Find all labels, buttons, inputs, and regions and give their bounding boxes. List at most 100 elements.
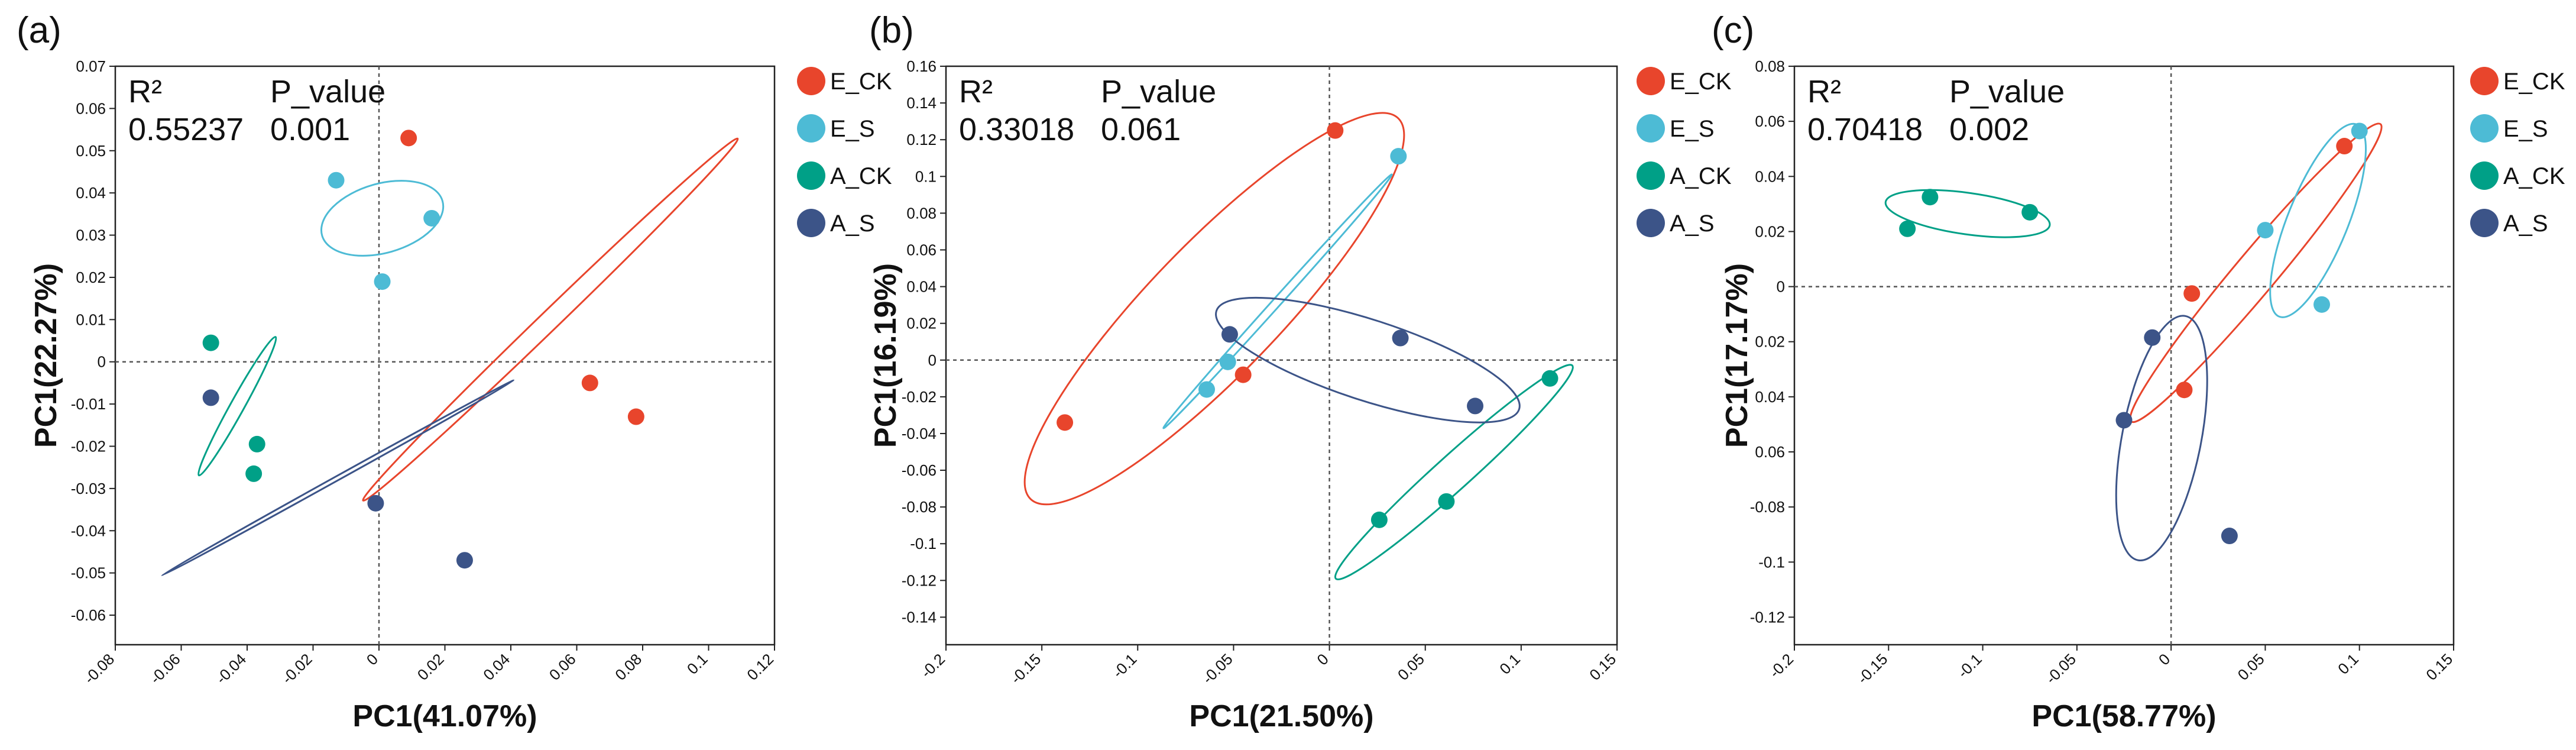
y-axis-title: PC1(17.17%) bbox=[1720, 263, 1754, 448]
r-squared-label: R² bbox=[128, 74, 162, 109]
p-value-value: 0.061 bbox=[1101, 112, 1181, 147]
data-point-a-s bbox=[202, 389, 219, 406]
y-tick-label: -0.05 bbox=[71, 564, 106, 582]
y-tick-label: 0.06 bbox=[76, 99, 106, 117]
legend-swatch-a-s bbox=[1637, 209, 1665, 237]
y-tick-label: -0.1 bbox=[1758, 553, 1785, 571]
data-point-a-ck bbox=[245, 465, 263, 482]
data-point-e-s bbox=[423, 209, 440, 227]
legend-label: A_CK bbox=[1670, 163, 1732, 189]
legend-swatch-a-ck bbox=[797, 161, 825, 190]
legend-label: A_S bbox=[830, 211, 875, 237]
y-tick-label: 0.02 bbox=[1755, 333, 1785, 351]
data-point-a-ck bbox=[1438, 493, 1455, 510]
y-axis-title: PC1(16.19%) bbox=[869, 263, 903, 448]
y-tick-label: 0 bbox=[98, 353, 106, 371]
legend-label: A_S bbox=[1670, 211, 1715, 237]
y-tick-label: 0.08 bbox=[906, 204, 937, 222]
plot-frame bbox=[945, 65, 1618, 646]
plot-frame bbox=[1793, 65, 2455, 646]
data-point-e-s bbox=[374, 273, 391, 290]
y-tick-label: -0.12 bbox=[902, 571, 937, 589]
data-point-e-ck bbox=[581, 374, 598, 392]
data-point-a-ck bbox=[1370, 511, 1388, 528]
legend-swatch-a-ck bbox=[1637, 161, 1665, 190]
data-point-a-ck bbox=[2021, 203, 2039, 221]
y-tick-label: -0.04 bbox=[902, 425, 937, 442]
y-tick-label: 0.02 bbox=[76, 269, 106, 286]
panel-c: (c)-0.2 -0.15 -0.1 -0.05 0 0.05 0.1 0.150.080.0… bbox=[1712, 10, 2565, 733]
legend-swatch-e-ck bbox=[797, 67, 825, 95]
data-point-e-ck bbox=[2183, 285, 2201, 302]
x-axis-title: PC1(58.77%) bbox=[2031, 699, 2216, 733]
r-squared-value: 0.55237 bbox=[128, 112, 244, 147]
legend-label: E_CK bbox=[2503, 69, 2565, 95]
confidence-ellipse-a-ck bbox=[197, 336, 277, 477]
p-value-value: 0.002 bbox=[1949, 112, 2029, 147]
legend-label: E_S bbox=[1670, 116, 1715, 142]
p-value-label: P_value bbox=[1949, 74, 2065, 109]
r-squared-label: R² bbox=[959, 74, 993, 109]
data-point-a-s bbox=[2144, 329, 2161, 346]
y-tick-label: -0.1 bbox=[910, 535, 937, 552]
data-point-e-s bbox=[2313, 296, 2330, 313]
y-tick-label: -0.08 bbox=[1750, 498, 1785, 516]
y-tick-label: 0.02 bbox=[906, 315, 937, 332]
legend-label: E_S bbox=[2503, 116, 2548, 142]
y-tick-label: 0.06 bbox=[906, 241, 937, 258]
confidence-ellipse-e-ck bbox=[1023, 112, 1405, 506]
r-squared-label: R² bbox=[1807, 74, 1841, 109]
y-tick-label: -0.02 bbox=[902, 388, 937, 406]
data-point-e-ck bbox=[627, 408, 644, 425]
legend-label: E_CK bbox=[1670, 69, 1732, 95]
data-point-a-s bbox=[1221, 326, 1238, 343]
data-point-e-s bbox=[2351, 122, 2368, 140]
data-point-a-s bbox=[2221, 528, 2238, 545]
y-tick-label: 0.04 bbox=[76, 184, 106, 202]
confidence-ellipse-e-s bbox=[320, 180, 445, 257]
data-point-e-s bbox=[1219, 353, 1236, 370]
y-tick-label: 0.05 bbox=[76, 142, 106, 160]
confidence-ellipse-e-ck bbox=[362, 137, 739, 502]
legend-label: E_S bbox=[830, 116, 875, 142]
data-point-e-s bbox=[1390, 148, 1407, 165]
y-tick-label: 0.08 bbox=[1755, 57, 1785, 75]
y-tick-label: -0.06 bbox=[71, 606, 106, 624]
legend-swatch-e-s bbox=[797, 114, 825, 143]
y-tick-label: 0.02 bbox=[1755, 222, 1785, 240]
y-tick-label: -0.04 bbox=[71, 522, 106, 539]
y-tick-label: 0.06 bbox=[1755, 443, 1785, 461]
legend-swatch-a-s bbox=[797, 209, 825, 237]
data-point-a-ck bbox=[1922, 189, 1939, 206]
x-axis-title: PC1(21.50%) bbox=[1189, 699, 1373, 733]
legend-label: E_CK bbox=[830, 69, 892, 95]
r-squared-value: 0.70418 bbox=[1807, 112, 1923, 147]
y-tick-label: 0.1 bbox=[915, 167, 937, 185]
legend-swatch-a-ck bbox=[2470, 161, 2499, 190]
p-value-label: P_value bbox=[1101, 74, 1216, 109]
y-tick-label: 0.04 bbox=[1755, 167, 1785, 185]
legend-swatch-e-s bbox=[2470, 114, 2499, 143]
y-tick-label: 0 bbox=[1777, 278, 1785, 296]
data-point-a-s bbox=[2115, 412, 2133, 429]
confidence-ellipse-a-ck bbox=[1334, 364, 1574, 581]
data-point-a-s bbox=[367, 494, 384, 512]
data-point-e-s bbox=[328, 172, 345, 189]
y-tick-label: 0 bbox=[928, 351, 937, 369]
data-point-e-ck bbox=[1234, 366, 1252, 383]
data-point-e-ck bbox=[1327, 122, 1344, 139]
confidence-ellipse-a-s bbox=[161, 379, 515, 577]
data-point-a-ck bbox=[202, 334, 219, 351]
legend-swatch-e-ck bbox=[2470, 67, 2499, 95]
legend-swatch-a-s bbox=[2470, 209, 2499, 237]
panel-label: (b) bbox=[869, 10, 914, 51]
data-point-a-ck bbox=[248, 435, 265, 452]
legend-label: A_S bbox=[2503, 211, 2548, 237]
y-tick-label: 0.03 bbox=[76, 227, 106, 244]
p-value-label: P_value bbox=[270, 74, 385, 109]
panel-label: (a) bbox=[17, 10, 61, 51]
y-tick-label: -0.03 bbox=[71, 480, 106, 497]
data-point-a-ck bbox=[1899, 220, 1916, 237]
y-tick-label: 0.12 bbox=[906, 131, 937, 148]
